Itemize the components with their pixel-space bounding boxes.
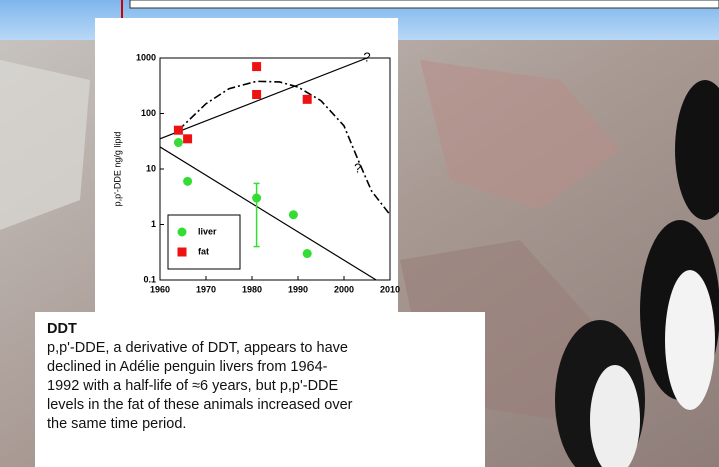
annotation: ? [363, 49, 370, 64]
y-tick-label: 1 [151, 219, 156, 229]
fat-point [183, 134, 192, 143]
y-tick-label: 1000 [136, 52, 156, 62]
fat-point [252, 90, 261, 99]
x-tick-label: 2010 [380, 284, 400, 294]
y-axis-label: p,p'-DDE ng/g lipid [112, 132, 122, 207]
y-tick-label: 0.1 [143, 274, 156, 284]
x-tick-label: 1970 [196, 284, 216, 294]
legend-label: fat [198, 246, 209, 256]
legend-label: liver [198, 226, 217, 236]
body-line: levels in the fat of these animals incre… [47, 396, 485, 415]
fat-point [303, 95, 312, 104]
y-tick-label: 10 [146, 163, 156, 173]
body-line: p,p'-DDE, a derivative of DDT, appears t… [47, 339, 485, 358]
y-tick-label: 100 [141, 108, 156, 118]
liver-point [183, 177, 192, 186]
legend-marker [178, 228, 187, 237]
penguin-belly [665, 270, 715, 410]
legend-marker [178, 248, 187, 257]
heading: DDT [47, 320, 485, 339]
x-tick-label: 1960 [150, 284, 170, 294]
liver-point [303, 249, 312, 258]
liver-point [252, 194, 261, 203]
liver-point [289, 210, 298, 219]
body: p,p'-DDE, a derivative of DDT, appears t… [47, 339, 485, 434]
x-tick-label: 2000 [334, 284, 354, 294]
x-tick-label: 1990 [288, 284, 308, 294]
annotation: ? [354, 160, 361, 175]
body-line: declined in Adélie penguin livers from 1… [47, 358, 485, 377]
body-line: the same time period. [47, 415, 485, 434]
title-box [130, 0, 719, 8]
liver-point [174, 138, 183, 147]
fat-point [252, 62, 261, 71]
x-tick-label: 1980 [242, 284, 262, 294]
legend-box [168, 215, 240, 269]
fat-point [174, 126, 183, 135]
slide: p,p'-DDE ng/g lipid 1960 1970 1980 1990 2000… [0, 0, 719, 467]
body-line: 1992 with a half-life of ≈6 years, but p… [47, 377, 485, 396]
text-box: DDT p,p'-DDE, a derivative of DDT, appea… [35, 312, 485, 467]
